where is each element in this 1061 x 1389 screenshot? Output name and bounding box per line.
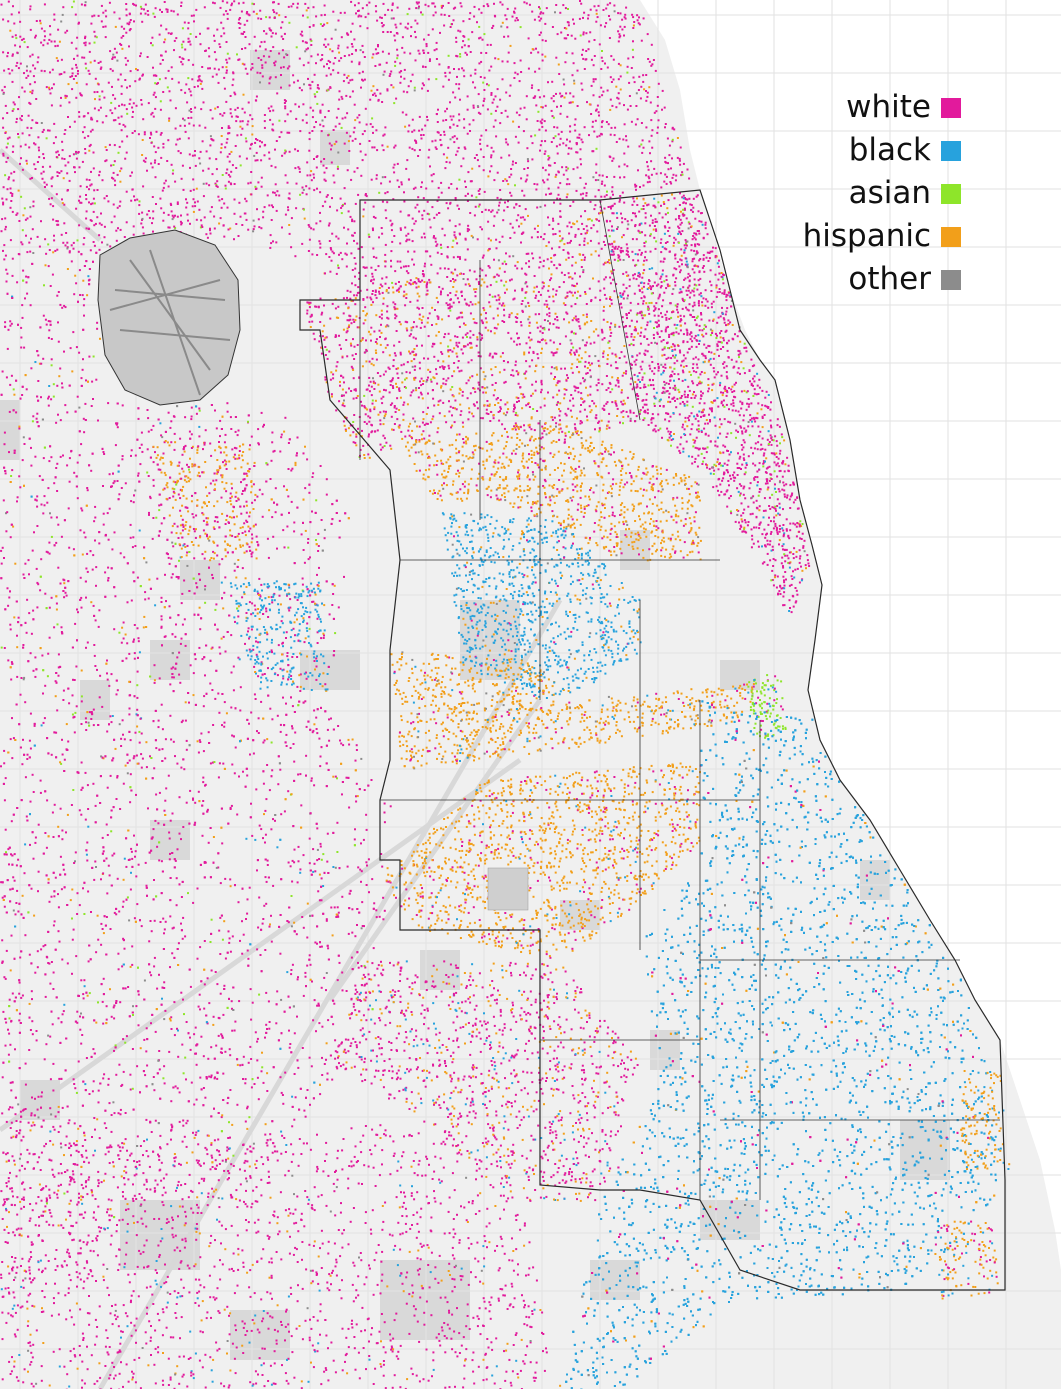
legend-item-asian: asian	[803, 172, 961, 215]
legend-swatch-white	[941, 97, 961, 118]
park	[650, 1030, 680, 1070]
legend-label: asian	[849, 178, 931, 209]
legend-swatch-hispanic	[941, 226, 961, 247]
park	[700, 1200, 760, 1240]
park	[300, 650, 360, 690]
highway	[0, 148, 102, 242]
legend-item-hispanic: hispanic	[803, 215, 961, 258]
highway	[97, 598, 563, 1389]
legend-swatch-other	[941, 269, 961, 290]
airport-runways	[109, 249, 231, 396]
population-dots	[0, 0, 1011, 1389]
legend-item-white: white	[803, 86, 961, 129]
legend-item-black: black	[803, 129, 961, 172]
community-area-border	[599, 199, 641, 421]
runway	[129, 259, 211, 371]
city-limits	[299, 189, 1006, 1291]
runway	[114, 289, 226, 301]
park	[860, 860, 890, 900]
airport-ohare	[97, 229, 241, 406]
runway	[119, 329, 231, 341]
legend: white black asian hispanic other	[803, 86, 961, 301]
legend-item-other: other	[803, 258, 961, 301]
legend-label: white	[846, 92, 931, 123]
legend-label: hispanic	[803, 221, 931, 252]
legend-label: black	[849, 135, 931, 166]
legend-swatch-black	[941, 140, 961, 161]
park	[420, 950, 460, 990]
park	[230, 1310, 290, 1360]
park	[590, 1260, 640, 1300]
legend-swatch-asian	[941, 183, 961, 204]
park	[380, 1260, 470, 1340]
city-boundary	[299, 189, 1006, 1291]
park	[120, 1200, 200, 1270]
runway	[149, 249, 201, 396]
park	[80, 680, 110, 720]
runway	[109, 279, 221, 311]
airport-midway	[487, 867, 529, 911]
legend-label: other	[848, 264, 931, 295]
park	[0, 400, 20, 460]
park	[150, 640, 190, 680]
